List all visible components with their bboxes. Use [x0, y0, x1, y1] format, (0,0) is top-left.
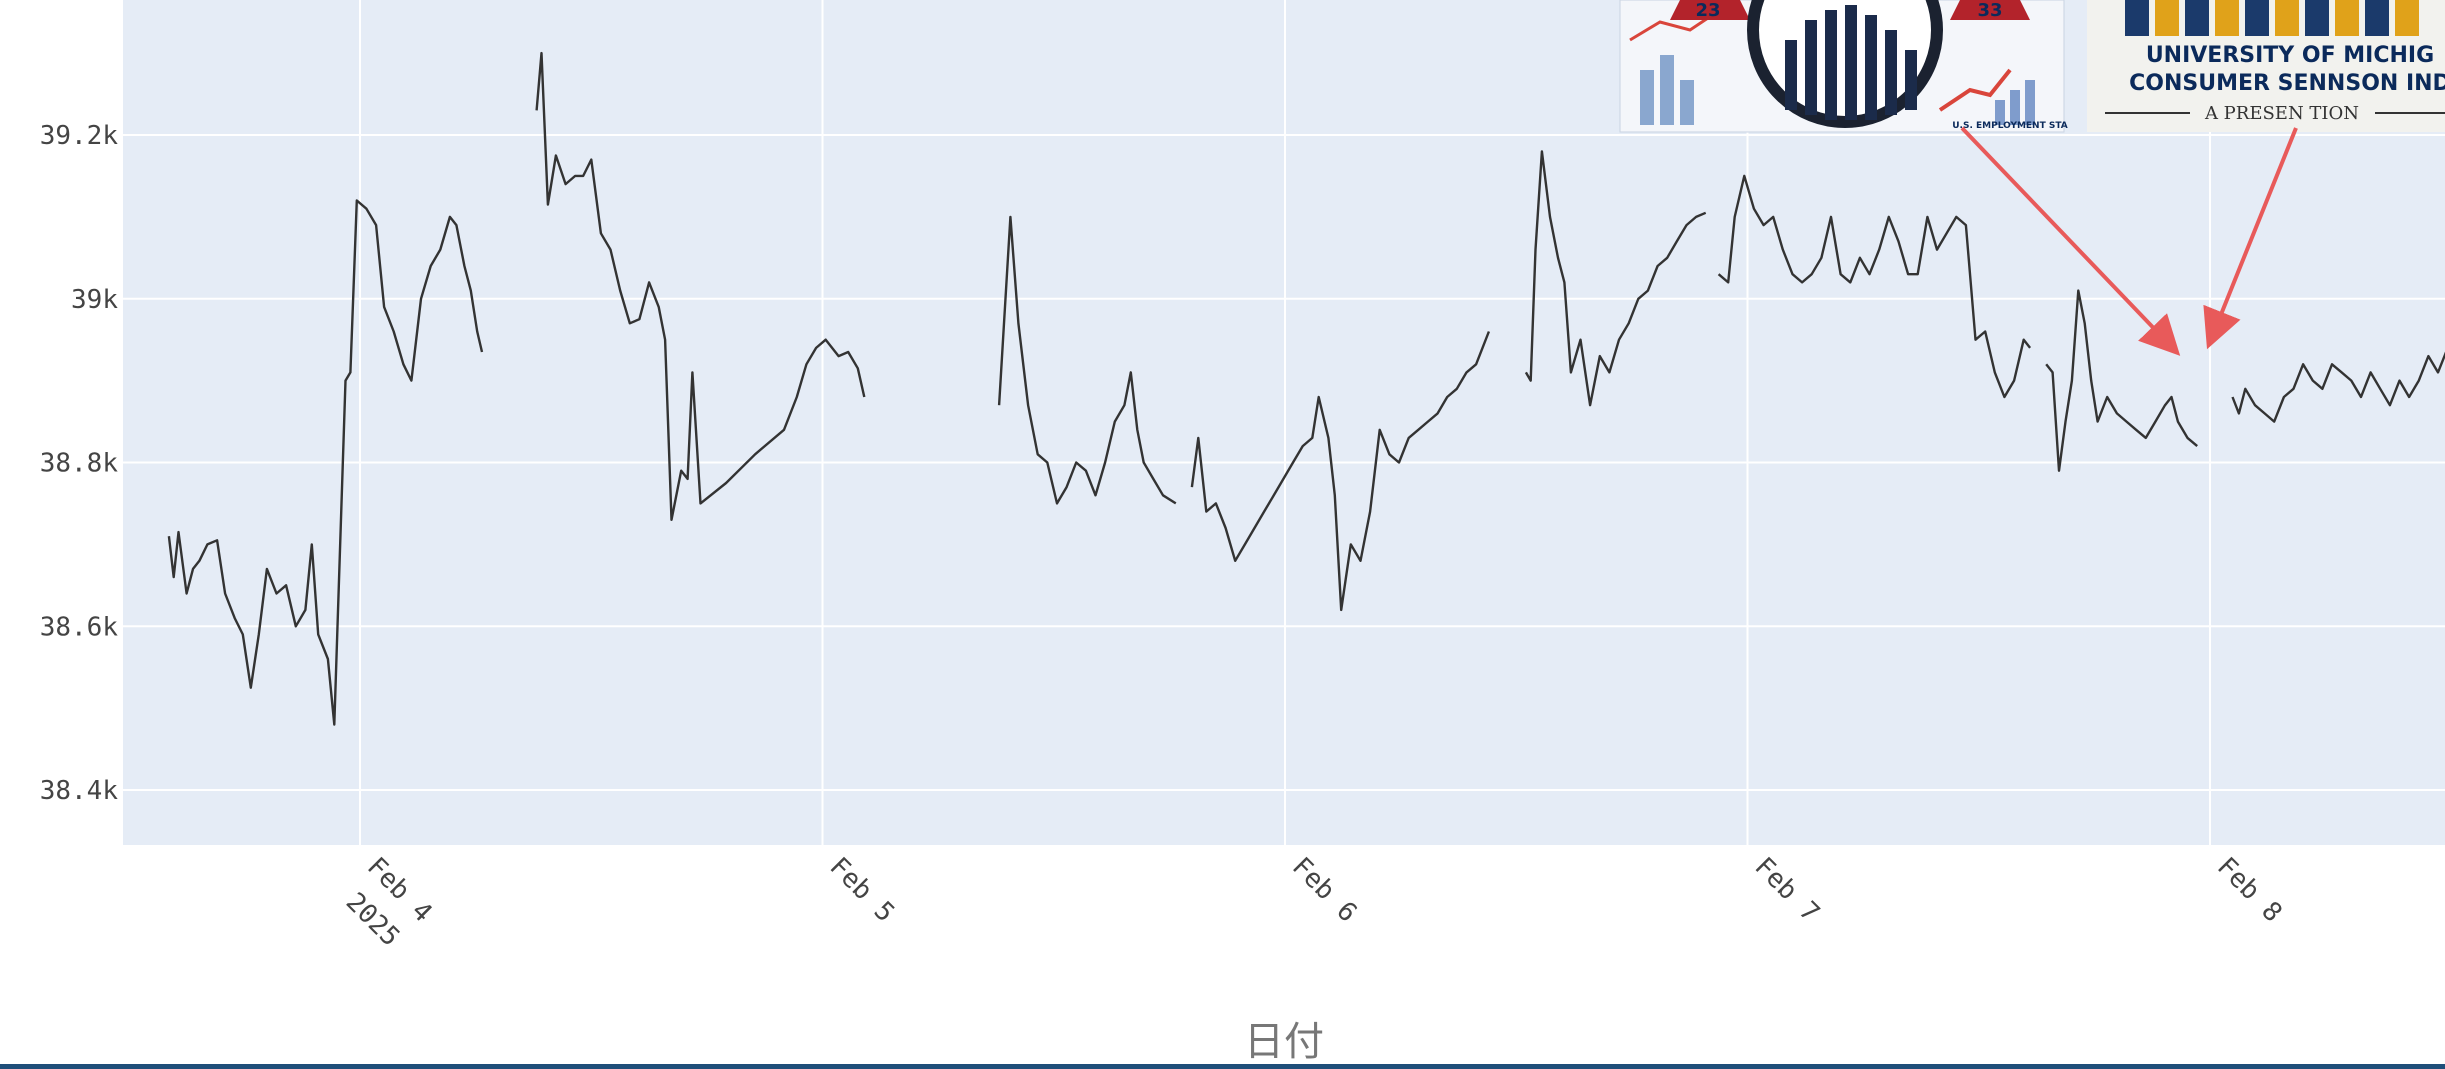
x-tick-label: Feb 8 — [2211, 852, 2288, 929]
employment-thumbnail-caption: U.S. EMPLOYMENT STA — [1952, 121, 2068, 131]
x-tick-label-group: Feb 6 — [1286, 852, 1363, 929]
x-tick-label: Feb 5 — [824, 852, 901, 929]
badge-left: 23 — [1695, 0, 1720, 21]
series-line-segment — [1717, 174, 2032, 399]
consumer-sentiment-thumbnail: UNIVERSITY OF MICHIG CONSUMER SENNSON IN… — [2087, 0, 2445, 132]
employment-stats-thumbnail: 23 33 U.S. EMPLOYMENT STA — [1619, 0, 2068, 133]
series-line-segment — [1524, 150, 1707, 407]
y-tick-label: 38.8k — [40, 449, 119, 479]
series-line-segment — [997, 215, 1177, 505]
badge-right: 33 — [1977, 0, 2002, 21]
annotation-arrow — [2203, 127, 2298, 350]
y-axis-ticks: 38.4k 38.6k 38.8k 39k 39.2k — [40, 121, 119, 806]
umich-title: UNIVERSITY OF MICHIG — [2146, 43, 2434, 68]
y-tick-label: 39k — [71, 285, 118, 315]
x-tick-label: Feb 6 — [1286, 852, 1363, 929]
x-axis-title: 日付 — [1244, 1019, 1324, 1065]
series-line-segment — [167, 199, 484, 726]
series-line-segment — [2045, 289, 2198, 472]
x-tick-label-group: Feb 5 — [824, 852, 901, 929]
grid — [123, 0, 2445, 845]
series-lines — [167, 51, 2445, 726]
series-line-segment — [535, 51, 866, 521]
series-line-segment — [2231, 351, 2445, 423]
annotation-arrows — [1960, 126, 2298, 356]
series-line-segment — [1190, 331, 1491, 612]
annotation-arrow — [1960, 126, 2181, 356]
x-tick-label-group: Feb 7 — [1749, 852, 1826, 929]
y-tick-label: 38.4k — [40, 776, 119, 806]
y-tick-label: 39.2k — [40, 121, 119, 151]
y-tick-label: 38.6k — [40, 612, 119, 642]
x-tick-label-group: Feb 8 — [2211, 852, 2288, 929]
umich-subtitle: CONSUMER SENNSON IND — [2129, 71, 2445, 96]
bottom-border — [0, 1064, 2445, 1069]
x-tick-label: Feb 7 — [1749, 852, 1826, 929]
umich-presentation: A PRESEN TION — [2204, 103, 2359, 124]
